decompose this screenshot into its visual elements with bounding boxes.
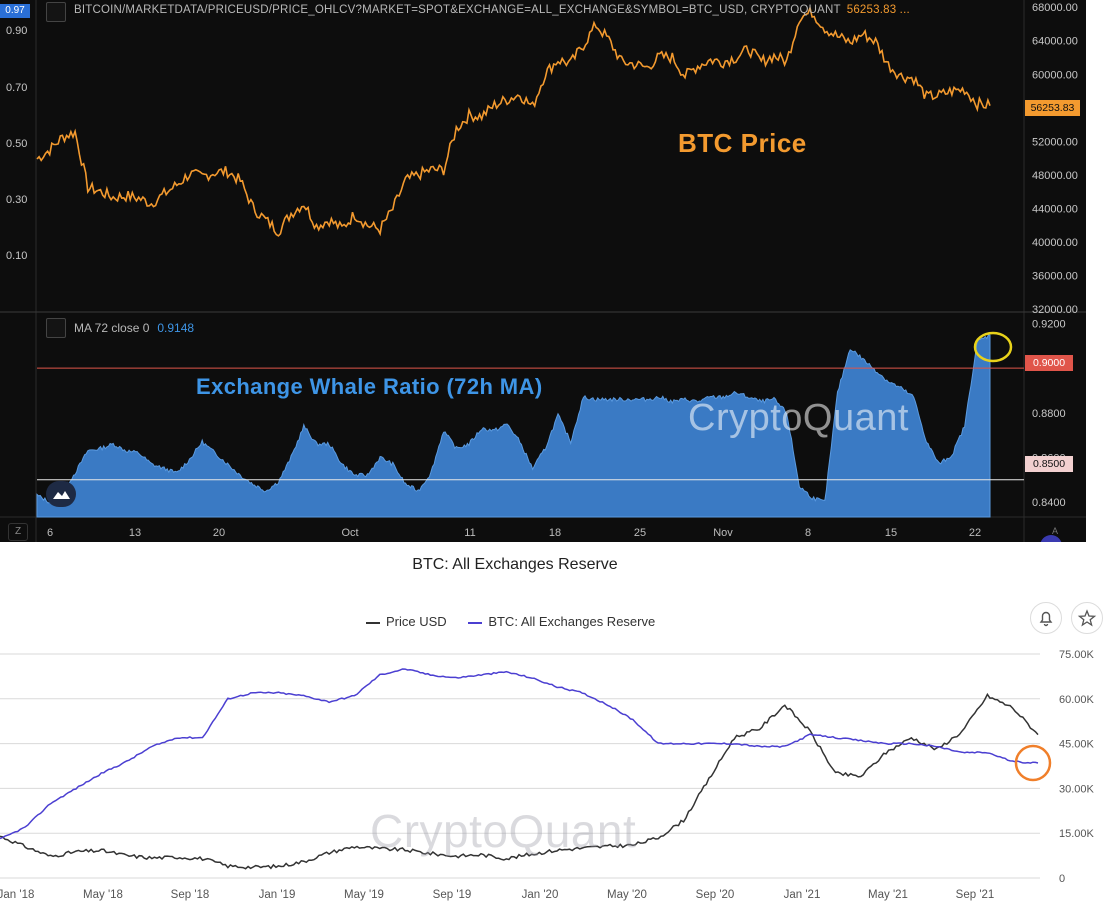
whale-ratio-series-layer (36, 331, 1024, 518)
legend-item-price[interactable]: Price USD (366, 614, 447, 629)
settings-round-icon[interactable] (1040, 535, 1062, 542)
legend-swatch-reserve (468, 621, 483, 624)
current-price-tag: 56253.83 (1025, 100, 1080, 116)
left-y-tick: 0.70 (6, 82, 27, 94)
reserve-x-tick: May '18 (83, 889, 123, 901)
reserve-x-tick: Sep '18 (171, 889, 210, 901)
left-y-tick: 0.10 (6, 250, 27, 262)
price-y-tick: 52000.00 (1032, 136, 1078, 148)
top-x-tick: 18 (549, 527, 561, 539)
tradingview-logo-icon[interactable] (46, 481, 76, 507)
ratio-y-tick: 0.8800 (1032, 408, 1066, 420)
indicator-value: 0.9148 (157, 321, 195, 335)
reserve-x-tick: Jan '21 (784, 889, 821, 901)
cryptoquant-watermark-bottom: CryptoQuant (370, 805, 637, 857)
reserve-x-tick: Jan '18 (0, 889, 34, 901)
reserve-y-tick: 15.00K (1059, 828, 1095, 840)
top-x-tick: 11 (464, 527, 475, 539)
ratio-y-tick: 0.9200 (1032, 319, 1066, 331)
star-button[interactable] (1071, 602, 1103, 634)
top-x-tick: 13 (129, 527, 141, 539)
exchange-reserve-line (0, 668, 1039, 840)
cryptoquant-watermark: CryptoQuant (688, 397, 909, 439)
reserve-x-tick: May '19 (344, 889, 384, 901)
last-price-text: 56253.83 ... (846, 4, 910, 16)
price-y-tick: 44000.00 (1032, 203, 1078, 215)
price-series-layer (36, 5, 991, 237)
reserve-y-tick: 30.00K (1059, 783, 1095, 795)
reserve-gridlines (0, 653, 1040, 879)
reserve-chart-title: BTC: All Exchanges Reserve (412, 556, 618, 573)
legend-item-reserve[interactable]: BTC: All Exchanges Reserve (468, 614, 655, 629)
price-usd-line (0, 692, 1039, 870)
ratio-y-tick: 0.8400 (1032, 497, 1066, 509)
reserve-y-tick: 60.00K (1059, 694, 1095, 706)
level-085-tag: 0.8500 (1025, 456, 1073, 472)
reserve-x-tick: Sep '20 (696, 889, 735, 901)
top-chart-panel: 6 13 20 Oct 11 18 25 Nov 8 15 22 68000.00 64000.00 60… (0, 0, 1086, 542)
top-chart-svg: 6 13 20 Oct 11 18 25 Nov 8 15 22 68000.00 64000.00 60… (0, 0, 1086, 542)
price-y-tick: 64000.00 (1032, 36, 1078, 48)
top-x-tick: Nov (713, 527, 733, 539)
bell-icon (1039, 611, 1053, 627)
reserve-x-tick: Jan '20 (522, 889, 559, 901)
left-y-tick: 0.90 (6, 25, 27, 37)
symbol-text: BITCOIN/MARKETDATA/PRICEUSD/PRICE_OHLCV?… (74, 4, 841, 16)
left-axis-current-tag: 0.97 (0, 4, 30, 18)
top-x-tick: 25 (634, 527, 646, 539)
btc-price-line (36, 5, 991, 237)
whale-ratio-area (36, 334, 991, 518)
left-y-tick: 0.50 (6, 138, 27, 150)
symbol-toggle-box[interactable] (46, 2, 66, 22)
reserve-y-tick: 45.00K (1059, 739, 1095, 751)
reserve-x-tick: Jan '19 (259, 889, 296, 901)
top-x-tick: Oct (341, 527, 358, 539)
reserve-x-tick: May '21 (868, 889, 908, 901)
reserve-chart-svg: Jan '18 May '18 Sep '18 Jan '19 May '19 Sep '… (0, 649, 1095, 901)
zoom-z-icon[interactable]: Z (8, 523, 28, 541)
symbol-description: BITCOIN/MARKETDATA/PRICEUSD/PRICE_OHLCV?… (74, 4, 910, 16)
reserve-highlight-circle (1014, 744, 1052, 782)
legend-swatch-price (366, 621, 380, 624)
top-x-tick: 20 (213, 527, 225, 539)
reserve-x-tick: May '20 (607, 889, 647, 901)
reserve-x-tick: Sep '19 (433, 889, 472, 901)
price-y-tick: 48000.00 (1032, 170, 1078, 182)
price-y-tick: 60000.00 (1032, 69, 1078, 81)
auto-scale-a-icon[interactable]: A (1051, 526, 1058, 536)
price-y-tick: 36000.00 (1032, 270, 1078, 282)
top-x-tick: 8 (805, 527, 811, 539)
reserve-axis-ticks: Jan '18 May '18 Sep '18 Jan '19 May '19 Sep '… (0, 649, 1095, 901)
reserve-y-tick: 0 (1059, 873, 1065, 885)
level-090-tag: 0.9000 (1025, 355, 1073, 371)
indicator-name: MA 72 close 0 (74, 321, 150, 335)
btc-price-label: BTC Price (678, 128, 807, 158)
top-x-tick: 15 (885, 527, 897, 539)
price-y-tick: 40000.00 (1032, 237, 1078, 249)
reserve-x-tick: Sep '21 (956, 889, 995, 901)
whale-ratio-label: Exchange Whale Ratio (72h MA) (196, 374, 543, 399)
price-y-tick: 32000.00 (1032, 304, 1078, 316)
indicator-legend: MA 72 close 0 0.9148 (74, 321, 194, 335)
legend-label-reserve: BTC: All Exchanges Reserve (488, 614, 656, 629)
highlight-ellipse (973, 331, 1013, 363)
chart-legend: Price USD BTC: All Exchanges Reserve (366, 614, 673, 629)
star-icon (1077, 609, 1097, 627)
bottom-chart-panel: BTC: All Exchanges Reserve Price USD BTC… (0, 542, 1119, 915)
price-y-tick: 68000.00 (1032, 2, 1078, 14)
top-x-tick: 22 (969, 527, 981, 539)
reserve-y-tick: 75.00K (1059, 649, 1095, 661)
top-x-tick: 6 (47, 527, 53, 539)
bell-button[interactable] (1030, 602, 1062, 634)
left-y-tick: 0.30 (6, 194, 27, 206)
indicator-toggle-box[interactable] (46, 318, 66, 338)
legend-label-price: Price USD (386, 614, 447, 629)
reserve-series-layer (0, 668, 1052, 870)
